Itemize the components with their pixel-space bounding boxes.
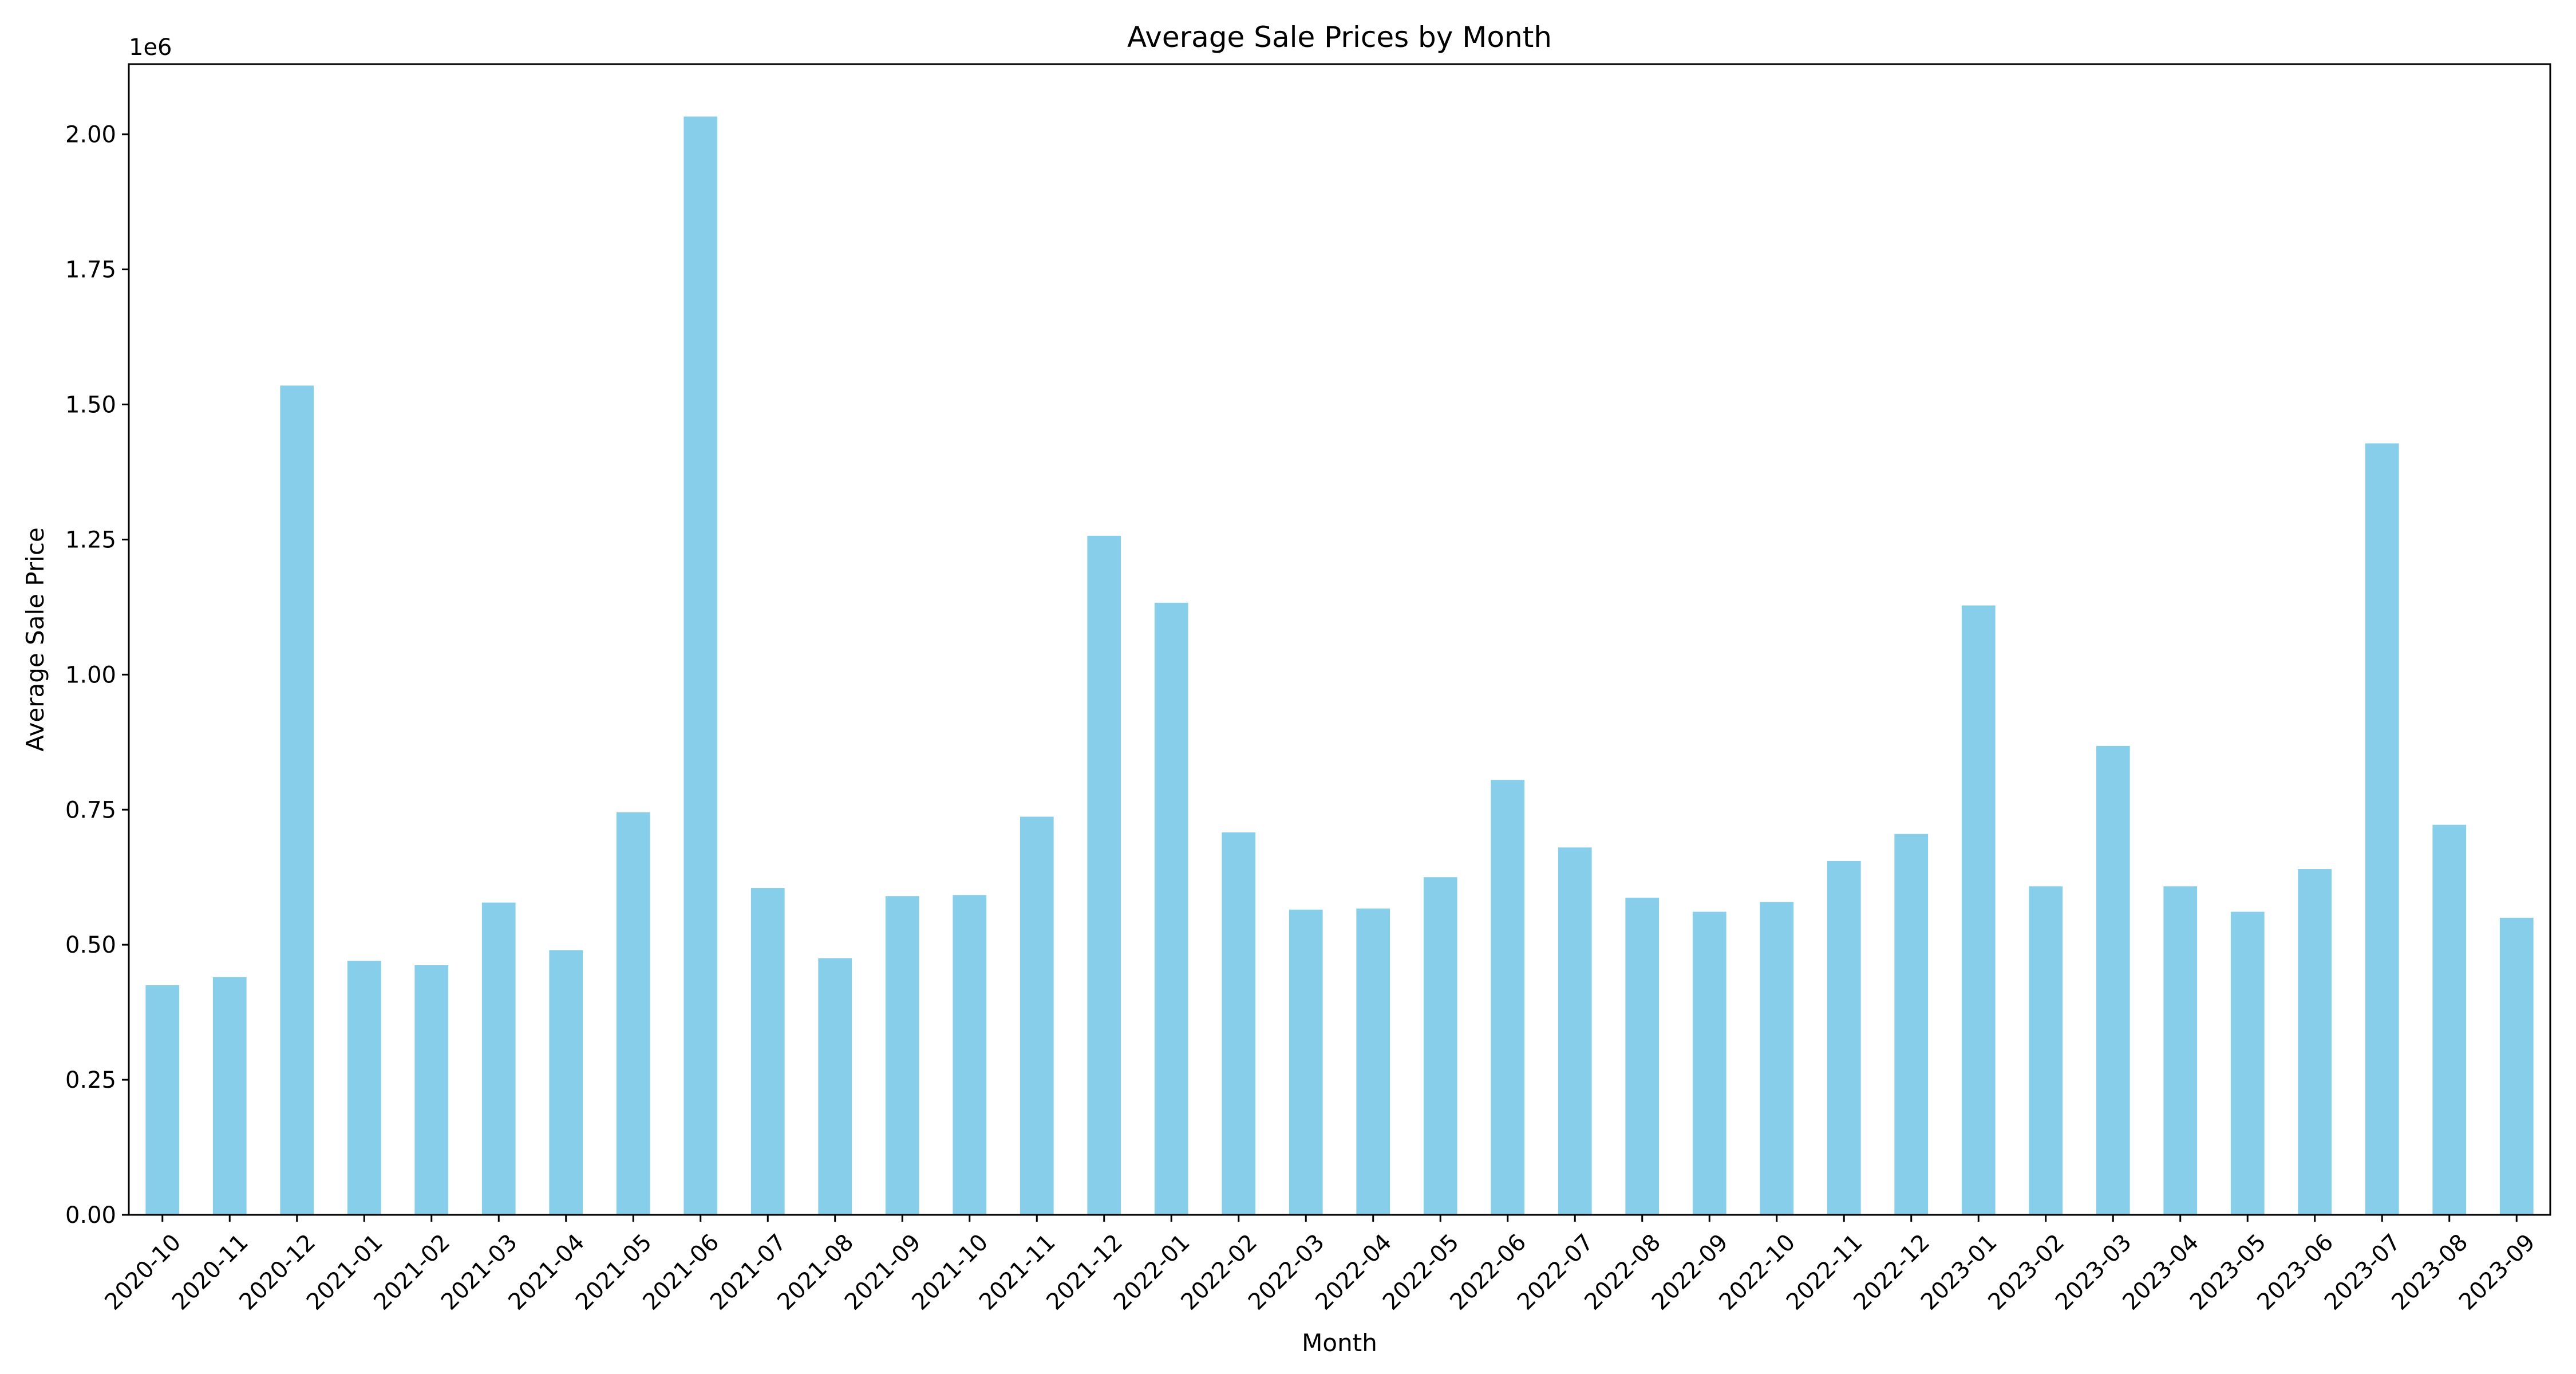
y-tick-label: 2.00 — [65, 122, 116, 148]
bar-2023-07 — [2365, 443, 2399, 1215]
y-axis-label: Average Sale Price — [21, 527, 49, 752]
bar-2022-02 — [1222, 832, 1256, 1215]
y-tick-label: 0.50 — [65, 932, 116, 958]
bar-2022-07 — [1558, 847, 1592, 1215]
bar-2022-06 — [1491, 780, 1525, 1215]
bar-2023-03 — [2096, 745, 2130, 1215]
bar-2020-12 — [280, 385, 314, 1215]
bar-2021-01 — [347, 961, 381, 1215]
bar-2021-08 — [818, 958, 852, 1215]
y-tick-label: 1.25 — [65, 527, 116, 553]
chart-title: Average Sale Prices by Month — [1127, 21, 1552, 54]
bar-2023-09 — [2499, 917, 2534, 1215]
bar-2020-10 — [145, 985, 180, 1215]
bar-2022-12 — [1894, 834, 1929, 1215]
y-tick-label: 1.50 — [65, 392, 116, 418]
bar-2022-10 — [1760, 902, 1794, 1215]
bar-2022-09 — [1692, 911, 1726, 1215]
bar-2023-06 — [2298, 869, 2332, 1215]
bar-2021-10 — [953, 895, 987, 1215]
y-tick-label: 0.25 — [65, 1067, 116, 1093]
bar-2022-01 — [1154, 602, 1188, 1215]
bar-2021-03 — [481, 902, 516, 1215]
bars — [145, 116, 2534, 1215]
bar-2021-12 — [1087, 535, 1121, 1215]
bar-2021-04 — [549, 950, 583, 1215]
y-axis-offset-label: 1e6 — [129, 34, 172, 61]
bar-2022-03 — [1289, 909, 1323, 1215]
y-tick-label: 0.75 — [65, 797, 116, 823]
bar-2021-02 — [414, 965, 449, 1215]
bar-2021-09 — [885, 896, 919, 1215]
bar-2022-05 — [1423, 877, 1457, 1215]
x-axis-label: Month — [1302, 1329, 1377, 1357]
bar-2023-02 — [2029, 886, 2063, 1215]
bar-2022-04 — [1356, 908, 1390, 1215]
y-tick-label: 1.00 — [65, 662, 116, 688]
bar-2023-01 — [1961, 605, 1996, 1215]
y-tick-label: 0.00 — [65, 1202, 116, 1229]
bar-2023-08 — [2432, 824, 2467, 1215]
bar-2022-11 — [1827, 860, 1861, 1215]
plot-frame — [128, 63, 2551, 1216]
bar-2023-05 — [2230, 911, 2265, 1215]
bar-2021-06 — [683, 116, 718, 1215]
bar-2023-04 — [2163, 886, 2198, 1215]
bar-2020-11 — [212, 977, 247, 1215]
bar-2021-07 — [750, 888, 785, 1215]
bar-2021-11 — [1020, 816, 1054, 1215]
bar-2021-05 — [616, 812, 650, 1215]
y-tick-label: 1.75 — [65, 257, 116, 283]
bar-2022-08 — [1625, 898, 1660, 1215]
y-axis-ticks: 0.00 0.25 0.50 0.75 1.00 1.25 1.50 1.75 2.00 — [65, 122, 129, 1229]
